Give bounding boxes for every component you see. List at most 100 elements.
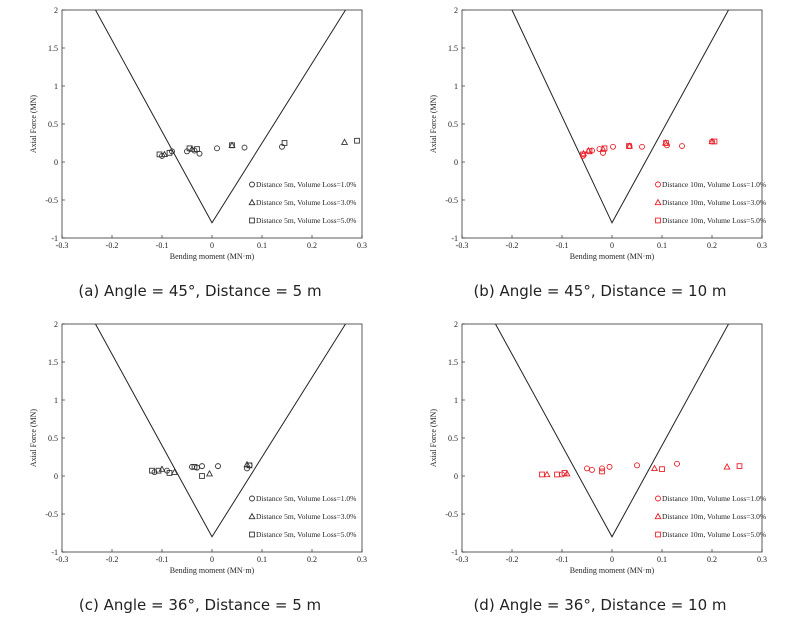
y-tick-label: 1.5: [448, 44, 458, 53]
data-point: [199, 463, 205, 470]
y-tick-label: 0.5: [448, 434, 458, 443]
caption-b: (b) Angle = 45°, Distance = 10 m: [473, 282, 727, 300]
panel-a: -0.3 -0.2 -0.1 0 0.1 0.2 0.3 -1 -0.5 0 0.5 1 1.5 2 Ben…: [0, 0, 400, 314]
y-tick-label: 0: [54, 158, 58, 167]
data-point: [281, 140, 288, 146]
data-point: [663, 140, 669, 146]
panel-b: -0.3 -0.2 -0.1 0 0.1 0.2 0.3 -1 -0.5 0 0.5 1 1.5 2 Ben…: [400, 0, 800, 314]
y-tick-label: 1.5: [48, 44, 58, 53]
panel-c: -0.3 -0.2 -0.1 0 0.1 0.2 0.3 -1 -0.5 0 0.5 1 1.5 2 Ben…: [0, 314, 400, 628]
legend-marker: [654, 512, 662, 520]
x-axis-label: Bending moment (MN·m): [170, 252, 255, 261]
x-tick-label: 0.2: [307, 241, 317, 250]
legend-label: Distance 10m, Volume Loss=1.0%: [662, 494, 766, 503]
x-tick-label: 0.1: [657, 241, 667, 250]
legend-marker: [655, 181, 661, 188]
y-axis-label: Axial Force (MN): [429, 95, 438, 154]
data-point: [723, 463, 731, 470]
legend-marker: [655, 531, 661, 538]
x-tick-label: -0.3: [56, 555, 69, 564]
data-point: [155, 467, 162, 474]
y-tick-label: 0.5: [48, 434, 58, 443]
y-tick-label: -0.5: [45, 510, 58, 519]
series-2: [160, 138, 349, 158]
series-3: [156, 137, 360, 158]
legend-label: Distance 5m, Volume Loss=5.0%: [256, 530, 356, 539]
legend-label: Distance 5m, Volume Loss=3.0%: [256, 198, 356, 207]
interaction-diagram-line: [495, 323, 729, 538]
data-point: [246, 462, 253, 469]
data-point: [599, 468, 605, 475]
legend-marker: [248, 198, 256, 206]
legend-label: Distance 10m, Volume Loss=5.0%: [662, 530, 766, 539]
legend-marker: [249, 495, 255, 502]
data-point: [194, 146, 200, 152]
data-point: [166, 470, 173, 476]
data-point: [650, 464, 659, 472]
y-tick-label: 2: [454, 320, 458, 329]
data-point: [214, 145, 220, 152]
legend-label: Distance 10m, Volume Loss=3.0%: [662, 512, 766, 521]
data-point: [186, 145, 193, 152]
x-axis-label: Bending moment (MN·m): [570, 566, 655, 575]
x-tick-label: 0: [610, 555, 614, 564]
data-point: [659, 466, 665, 473]
data-point: [736, 463, 743, 469]
series-2: [543, 463, 731, 478]
data-point: [580, 151, 586, 158]
legend-marker: [249, 181, 255, 188]
data-point: [679, 143, 685, 149]
legend-marker: [655, 217, 661, 224]
legend: Distance 10m, Volume Loss=1.0% Distance 1…: [654, 494, 766, 539]
y-axis-label: Axial Force (MN): [429, 409, 438, 468]
data-point: [589, 466, 595, 473]
data-point: [191, 464, 198, 470]
y-tick-label: 2: [54, 320, 58, 329]
y-axis-label: Axial Force (MN): [29, 95, 38, 154]
data-point: [584, 465, 590, 472]
x-tick-label: 0.3: [757, 241, 767, 250]
legend-label: Distance 5m, Volume Loss=1.0%: [256, 494, 356, 503]
y-tick-label: 2: [454, 6, 458, 15]
data-point: [626, 143, 632, 149]
data-point: [160, 150, 169, 158]
x-tick-label: 0.2: [707, 241, 717, 250]
x-tick-label: 0.1: [257, 241, 267, 250]
y-tick-label: -1: [51, 548, 58, 557]
x-tick-label: -0.1: [156, 241, 169, 250]
x-tick-label: 0: [610, 241, 614, 250]
x-tick-label: -0.2: [106, 241, 119, 250]
data-point: [156, 151, 163, 158]
data-point: [561, 470, 568, 476]
y-tick-label: -1: [451, 234, 458, 243]
y-tick-label: 1: [454, 396, 458, 405]
data-point: [340, 138, 349, 145]
y-tick-label: 0: [54, 472, 58, 481]
x-tick-label: -0.3: [456, 241, 469, 250]
y-tick-label: 0.5: [448, 120, 458, 129]
x-axis-label: Bending moment (MN·m): [570, 252, 655, 261]
panel-d: -0.3 -0.2 -0.1 0 0.1 0.2 0.3 -1 -0.5 0 0.5 1 1.5 2 Ben…: [400, 314, 800, 628]
data-point: [241, 144, 248, 151]
data-point: [586, 148, 593, 155]
legend-marker: [248, 512, 256, 520]
chart-c: -0.3 -0.2 -0.1 0 0.1 0.2 0.3 -1 -0.5 0 0.5 1 1.5 2 Ben…: [29, 320, 367, 575]
data-point: [634, 462, 640, 469]
data-point: [554, 471, 560, 478]
legend-marker: [654, 198, 662, 206]
x-tick-label: 0.1: [257, 555, 267, 564]
y-tick-label: 2: [54, 6, 58, 15]
data-point: [610, 143, 616, 150]
y-tick-label: 0: [454, 472, 458, 481]
x-tick-label: -0.2: [106, 555, 119, 564]
y-tick-label: 0.5: [48, 120, 58, 129]
data-point: [149, 467, 155, 474]
x-tick-label: 0.2: [707, 555, 717, 564]
x-tick-label: 0.3: [357, 555, 367, 564]
data-point: [158, 465, 166, 472]
data-point: [215, 463, 221, 470]
data-point: [539, 471, 545, 478]
data-point: [170, 468, 179, 475]
data-point: [639, 143, 645, 150]
y-tick-label: 1.5: [448, 358, 458, 367]
